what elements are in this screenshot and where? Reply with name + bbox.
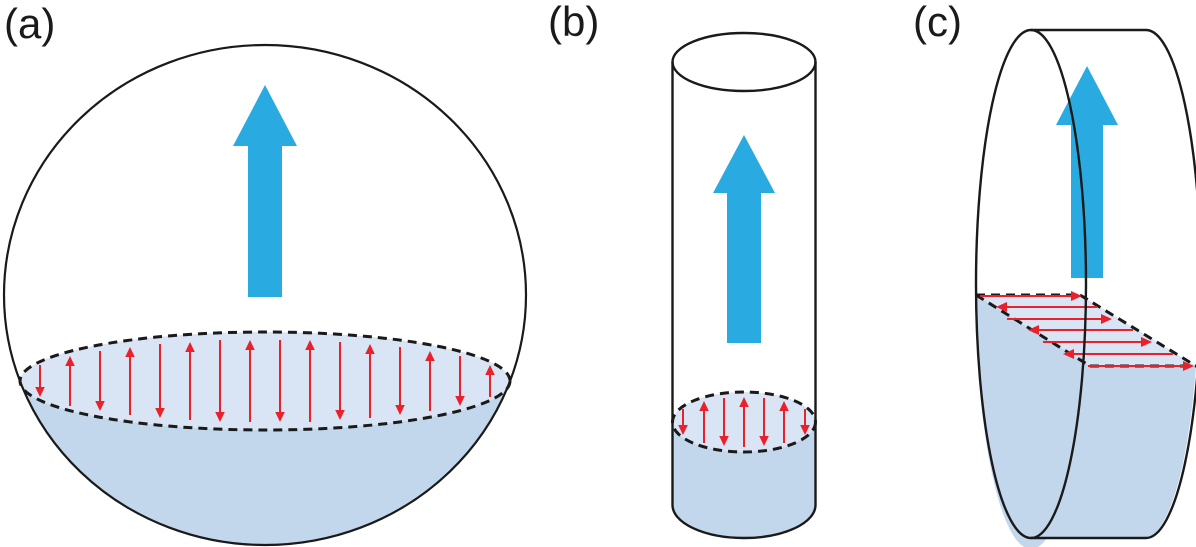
panel-c-buoyant-arrow [1056,66,1118,278]
panel-a-surface-pressure-arrows [35,340,495,422]
panel-label-a: (a) [4,0,56,47]
panel-a-sphere [2,43,528,547]
disk-front-rim [974,28,1088,540]
panel-c-disk [974,28,1196,547]
disk-back-rim [1145,28,1196,540]
panel-label-c: (c) [913,0,962,45]
panel-a-buoyant-arrow [233,85,297,297]
panel-b-buoyant-arrow [713,135,775,343]
sphere-outline [2,43,528,547]
panel-b-cylinder [671,31,817,540]
panel-b-surface-pressure-arrows [678,397,810,447]
cylinder-top-rim [671,31,817,93]
panel-label-b: (b) [548,0,600,45]
